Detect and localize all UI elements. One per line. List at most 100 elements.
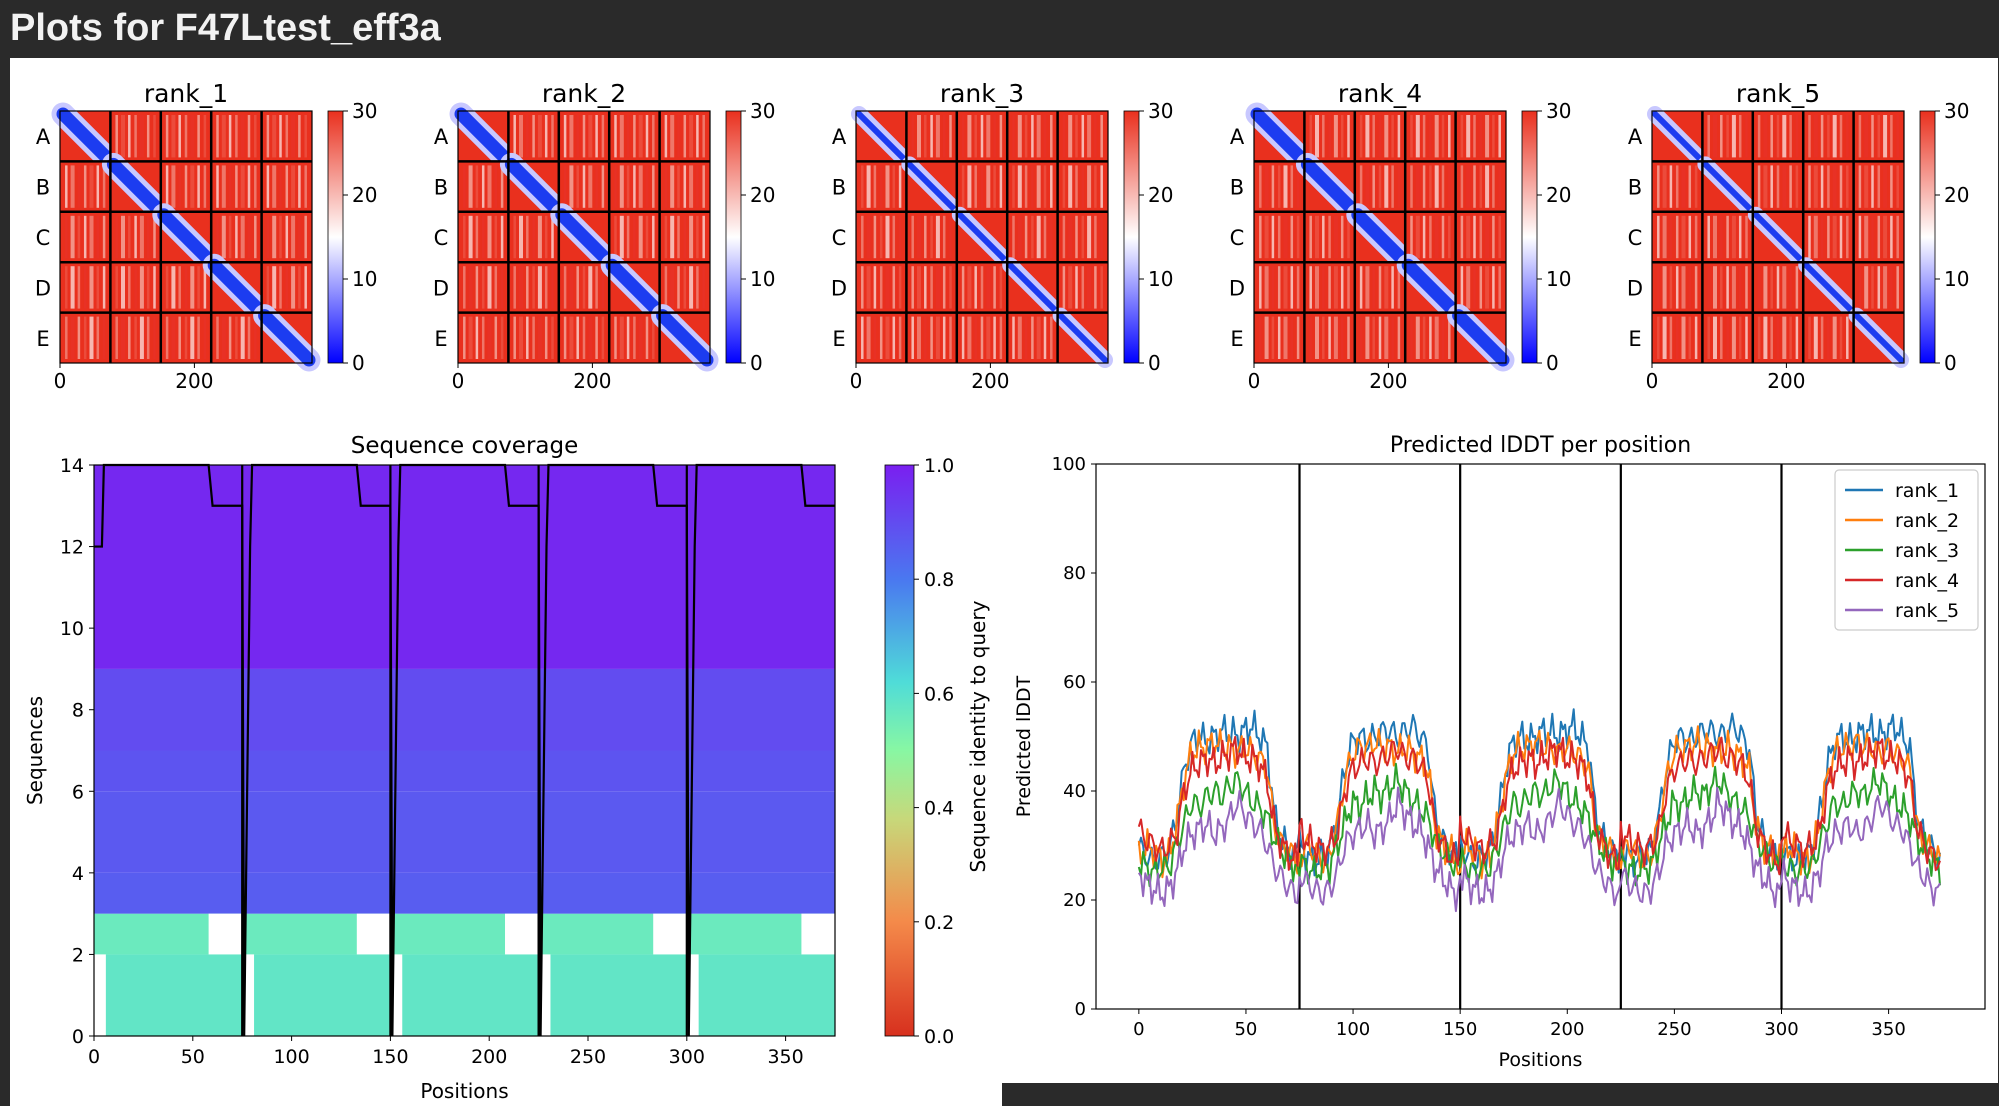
colorbar-tick-label: 1.0 [924, 455, 954, 477]
chain-label: A [1628, 125, 1643, 149]
pae-block [152, 203, 220, 271]
colorbar-tick-label: 10 [1944, 267, 1969, 291]
pae-block [906, 211, 957, 263]
x-tick-label: 100 [273, 1046, 309, 1068]
pae-colorbar [725, 110, 742, 364]
pae-block [261, 262, 312, 313]
y-tick-label: 20 [1063, 890, 1086, 911]
y-tick-label: 100 [1052, 454, 1086, 475]
chain-label: D [831, 276, 847, 300]
legend-label: rank_3 [1895, 540, 1959, 562]
colorbar-tick-label: 0 [1944, 351, 1957, 375]
coverage-row [94, 791, 835, 873]
pae-block [160, 312, 212, 363]
x-tick-label: 300 [669, 1046, 705, 1068]
pae-block [253, 304, 321, 372]
pae-block [659, 211, 710, 263]
pae-block [110, 312, 161, 363]
plddt-line-rank_3 [1137, 762, 1941, 888]
pae-block [1354, 161, 1406, 212]
pae-block [1354, 111, 1406, 162]
chain-label: E [434, 327, 447, 351]
coverage-gap [242, 954, 255, 1036]
coverage-title: Sequence coverage [351, 433, 579, 459]
pae-block [659, 161, 710, 212]
pae-colorbar [327, 110, 344, 364]
pae-block [609, 161, 660, 212]
pae-block [1304, 211, 1355, 263]
pae-block [851, 106, 912, 167]
pae-block [1447, 304, 1515, 372]
colorbar-tick-label: 20 [1148, 183, 1173, 207]
pae-block [458, 262, 509, 313]
pae-colorbar [1521, 110, 1538, 364]
chain-label: B [832, 176, 846, 200]
x-tick-label: 200 [573, 369, 611, 393]
x-tick-label: 50 [1234, 1019, 1257, 1040]
pae-block [906, 312, 957, 363]
pae-block [1007, 312, 1058, 363]
y-tick-label: 2 [72, 944, 84, 966]
pae-block [261, 161, 312, 212]
pae-block [906, 262, 957, 313]
pae-block [651, 304, 719, 372]
legend-label: rank_2 [1895, 510, 1959, 532]
pae-block [1853, 262, 1904, 313]
coverage-xlabel: Positions [420, 1079, 508, 1103]
pae-block [1002, 257, 1063, 318]
y-tick-label: 12 [60, 537, 84, 559]
pae-block [508, 312, 559, 363]
coverage-gap [686, 954, 699, 1036]
pae-block [1803, 211, 1854, 263]
pae-block [856, 161, 907, 212]
chain-label: E [1230, 327, 1243, 351]
pae-block [1803, 111, 1854, 162]
y-tick-label: 0 [72, 1026, 84, 1048]
pae-block [211, 312, 262, 363]
x-tick-label: 300 [1764, 1019, 1798, 1040]
page-title: Plots for F47Ltest_eff3a [10, 7, 441, 49]
chain-label: E [36, 327, 49, 351]
x-tick-label: 200 [1550, 1019, 1584, 1040]
colorbar-tick-label: 0.0 [924, 1026, 954, 1048]
pae-block [1848, 307, 1909, 368]
coverage-gap [653, 913, 687, 955]
pae-block [261, 111, 312, 162]
plddt-legend: rank_1 rank_2 rank_3 rank_4 rank_5 [1834, 469, 1979, 631]
pae-frame [1651, 110, 1905, 364]
pae-block [956, 161, 1008, 212]
x-tick-label: 250 [570, 1046, 606, 1068]
legend-label: rank_4 [1895, 570, 1959, 592]
pae-block [1007, 111, 1058, 162]
chain-label: D [1627, 276, 1643, 300]
pae-block [1752, 161, 1804, 212]
x-tick-label: 200 [971, 369, 1009, 393]
pae-block [659, 111, 710, 162]
x-tick-label: 200 [1369, 369, 1407, 393]
pae-block [1052, 307, 1113, 368]
coverage-gap [208, 913, 243, 955]
x-tick-label: 150 [372, 1046, 408, 1068]
chain-label: A [434, 125, 449, 149]
pae-frame [457, 110, 711, 364]
pae-block [261, 211, 312, 263]
pae-block [1853, 161, 1904, 212]
colorbar-tick-label: 30 [1944, 99, 1969, 123]
pae-block [1455, 111, 1506, 162]
colorbar-tick-label: 0 [352, 351, 365, 375]
pae-block [160, 262, 212, 313]
pae-block [600, 253, 669, 322]
pae-block [1702, 111, 1753, 162]
colorbar-tick-label: 0 [1546, 351, 1559, 375]
pae-block [1057, 111, 1108, 162]
coverage-ylabel: Sequences [23, 696, 47, 805]
colorbar-tick-label: 30 [1546, 99, 1571, 123]
pae-block [211, 161, 262, 212]
pae-block [1752, 312, 1804, 363]
x-tick-label: 350 [767, 1046, 803, 1068]
coverage-colorbar [884, 464, 915, 1037]
coverage-frame [93, 464, 836, 1037]
